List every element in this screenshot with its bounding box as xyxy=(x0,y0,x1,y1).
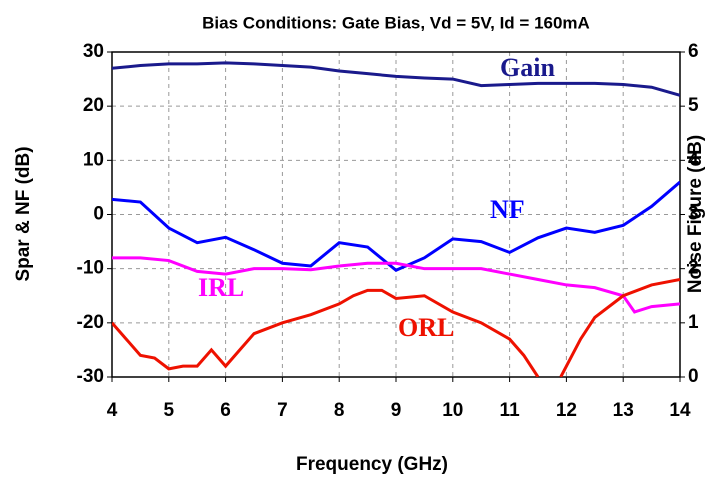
series-label: Gain xyxy=(500,53,555,82)
x-tick-label: 12 xyxy=(556,400,577,421)
y2-tick-label: 2 xyxy=(688,258,699,279)
series-line xyxy=(112,61,680,97)
series-line xyxy=(112,278,680,377)
y2-tick-label: 5 xyxy=(688,95,699,116)
x-tick-label: 13 xyxy=(613,400,634,421)
x-axis-label: Frequency (GHz) xyxy=(296,454,448,475)
series-line xyxy=(112,180,680,273)
y2-tick-label: 4 xyxy=(688,149,699,170)
y-tick-label: 0 xyxy=(93,204,104,225)
y-tick-label: 30 xyxy=(83,41,104,62)
x-tick-label: 5 xyxy=(164,400,175,421)
chart-title: Bias Conditions: Gate Bias, Vd = 5V, Id … xyxy=(202,13,590,32)
y2-tick-label: 1 xyxy=(688,312,699,333)
y-tick-label: -20 xyxy=(77,312,104,333)
y-axis-label: Spar & NF (dB) xyxy=(13,146,34,281)
x-tick-label: 14 xyxy=(669,400,691,421)
y-tick-label: -10 xyxy=(77,258,104,279)
x-tick-label: 6 xyxy=(220,400,231,421)
y-tick-label: 10 xyxy=(83,149,104,170)
y-tick-label: -30 xyxy=(77,366,104,387)
x-tick-label: 4 xyxy=(107,400,118,421)
y2-axis-label: Noise Figure (dB) xyxy=(685,135,706,293)
x-tick-label: 9 xyxy=(391,400,402,421)
y-tick-label: 20 xyxy=(83,95,104,116)
series-label: NF xyxy=(490,195,525,224)
y2-tick-label: 0 xyxy=(688,366,699,387)
series-label: IRL xyxy=(198,273,244,302)
series-line xyxy=(112,256,680,314)
plot-frame xyxy=(111,51,681,378)
x-tick-label: 7 xyxy=(277,400,288,421)
x-tick-label: 8 xyxy=(334,400,345,421)
y2-tick-label: 3 xyxy=(688,204,699,225)
series-label: ORL xyxy=(398,313,454,342)
x-tick-label: 11 xyxy=(500,400,521,421)
y2-tick-label: 6 xyxy=(688,41,699,62)
x-tick-label: 10 xyxy=(442,400,463,421)
